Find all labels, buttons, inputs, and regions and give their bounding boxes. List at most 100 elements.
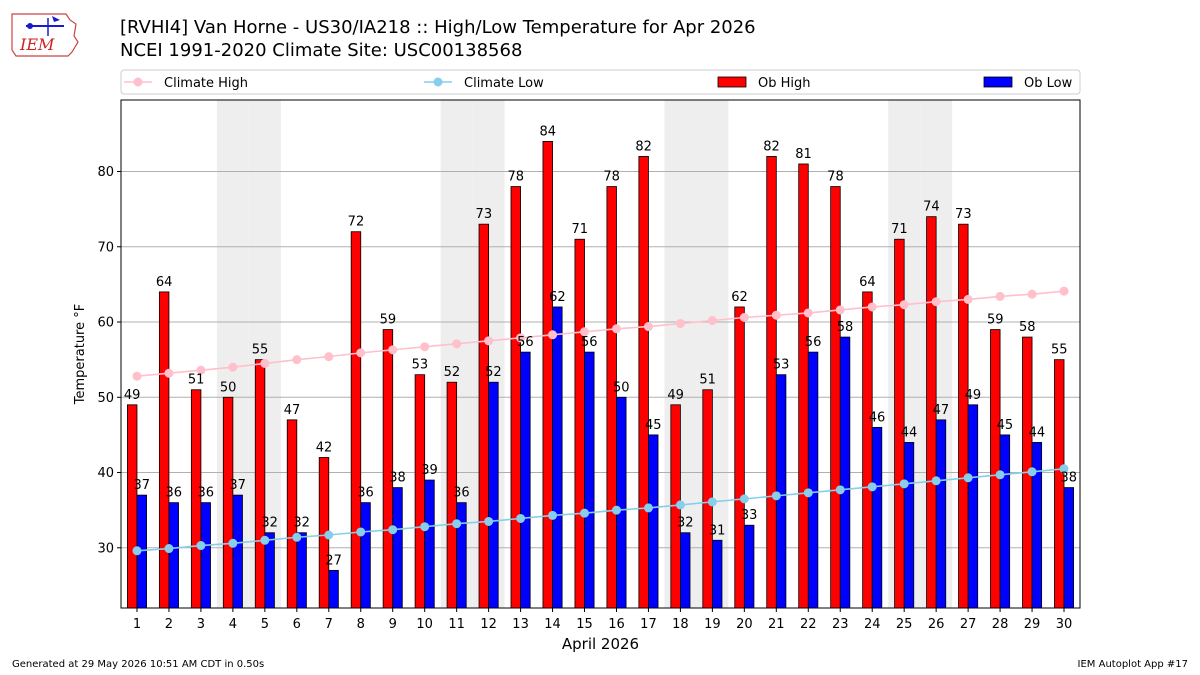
y-tick-label: 30 xyxy=(97,541,114,556)
ob-high-label: 81 xyxy=(795,147,812,162)
ob-low-label: 31 xyxy=(709,523,726,538)
ob-low-bar xyxy=(392,487,403,609)
ob-low-label: 46 xyxy=(869,410,886,425)
climate-low-point xyxy=(388,525,398,535)
ob-high-label: 51 xyxy=(699,373,716,388)
footer-generated: Generated at 29 May 2026 10:51 AM CDT in… xyxy=(12,659,265,670)
ob-low-label: 36 xyxy=(357,486,374,501)
legend-climate-high-label: Climate High xyxy=(164,76,248,91)
climate-high-point xyxy=(675,319,685,329)
plot-frame xyxy=(120,99,1081,609)
chart-title: [RVHI4] Van Horne - US30/IA218 :: High/L… xyxy=(120,17,756,38)
climate-low-point xyxy=(516,513,526,523)
ob-low-bar xyxy=(680,532,691,609)
climate-high-point xyxy=(132,371,142,381)
ob-high-bar xyxy=(254,359,266,609)
x-tick-label: 4 xyxy=(229,617,237,632)
climate-lines xyxy=(132,286,1069,556)
ob-low-bar xyxy=(839,336,851,609)
ob-low-label: 37 xyxy=(229,478,246,493)
ob-low-label: 44 xyxy=(901,425,918,440)
ob-low-bar xyxy=(775,374,787,609)
ob-low-label: 45 xyxy=(997,418,1014,433)
ob-low-label: 38 xyxy=(389,471,406,486)
climate-high-point xyxy=(931,297,941,307)
x-tick-label: 23 xyxy=(832,617,849,632)
ob-low-bar xyxy=(711,539,723,609)
ob-high-label: 55 xyxy=(1051,343,1068,358)
climate-high-point xyxy=(611,324,621,334)
ob-low-bar xyxy=(488,381,499,609)
legend-ob-high-swatch xyxy=(717,76,747,88)
ob-high-label: 59 xyxy=(380,313,397,328)
legend-ob-high-label: Ob High xyxy=(758,76,811,91)
ob-high-bar xyxy=(286,419,298,609)
ob-high-bar xyxy=(766,156,777,609)
climate-low-point xyxy=(228,538,238,548)
y-axis-label: Temperature °F xyxy=(73,304,88,405)
x-axis-label: April 2026 xyxy=(562,635,639,653)
climate-low-point xyxy=(452,519,462,529)
ob-high-bar xyxy=(542,140,553,609)
ob-low-bar xyxy=(935,419,947,609)
ob-high-label: 64 xyxy=(156,275,173,290)
climate-high-point xyxy=(452,339,462,349)
ob-low-label: 44 xyxy=(1029,425,1046,440)
ob-high-bar xyxy=(958,223,969,609)
ob-low-label: 47 xyxy=(933,403,950,418)
climate-low-point xyxy=(260,535,270,545)
ob-low-label: 45 xyxy=(645,418,662,433)
ob-high-bar xyxy=(990,329,1001,609)
ob-high-bar xyxy=(382,329,394,609)
ob-low-label: 38 xyxy=(1061,471,1078,486)
ob-high-label: 82 xyxy=(763,139,780,154)
x-tick-label: 3 xyxy=(197,617,205,632)
ob-high-label: 49 xyxy=(667,388,684,403)
x-tick-label: 19 xyxy=(704,617,721,632)
climate-low-point xyxy=(931,476,941,486)
ob-low-bar xyxy=(1031,442,1043,609)
x-tick-label: 11 xyxy=(448,617,465,632)
ob-high-label: 49 xyxy=(124,388,141,403)
grid-lines xyxy=(121,170,1080,549)
climate-high-point xyxy=(548,330,558,340)
x-tick-label: 15 xyxy=(576,617,593,632)
climate-high-point xyxy=(643,322,653,332)
x-tick-label: 9 xyxy=(389,617,397,632)
x-tick-label: 6 xyxy=(293,617,301,632)
x-tick-label: 25 xyxy=(896,617,913,632)
ob-low-label: 62 xyxy=(549,290,566,305)
ob-low-label: 37 xyxy=(134,478,151,493)
ob-low-bar xyxy=(616,396,627,609)
climate-low-point xyxy=(707,497,717,507)
climate-high-point xyxy=(260,358,270,368)
ob-high-bar xyxy=(734,306,745,609)
legend-ob-low-label: Ob Low xyxy=(1024,76,1073,91)
ob-low-bar xyxy=(552,306,563,609)
ob-low-bar xyxy=(743,524,755,609)
ob-low-bar xyxy=(168,502,179,609)
climate-high-point xyxy=(803,308,813,318)
climate-high-point xyxy=(324,352,334,362)
footer-app: IEM Autoplot App #17 xyxy=(1077,659,1188,670)
climate-high-point xyxy=(963,294,973,304)
climate-low-point xyxy=(324,530,334,540)
x-tick-label: 22 xyxy=(800,617,817,632)
ob-low-bar xyxy=(807,351,819,609)
climate-low-point xyxy=(1059,464,1069,474)
climate-low-point xyxy=(548,510,558,520)
ob-high-bar xyxy=(894,238,905,609)
ob-low-label: 36 xyxy=(197,486,214,501)
ob-high-label: 50 xyxy=(220,380,237,395)
climate-low-point xyxy=(132,546,142,556)
climate-low-line xyxy=(136,467,1065,552)
ob-low-bar xyxy=(360,502,371,609)
x-tick-label: 12 xyxy=(480,617,497,632)
ob-low-label: 50 xyxy=(613,380,630,395)
legend-box xyxy=(120,69,1081,95)
ob-high-label: 84 xyxy=(539,124,556,139)
ob-high-bar xyxy=(126,404,138,609)
ob-low-bar xyxy=(520,351,531,609)
ob-low-label: 39 xyxy=(421,463,438,478)
ob-high-label: 52 xyxy=(444,365,461,380)
